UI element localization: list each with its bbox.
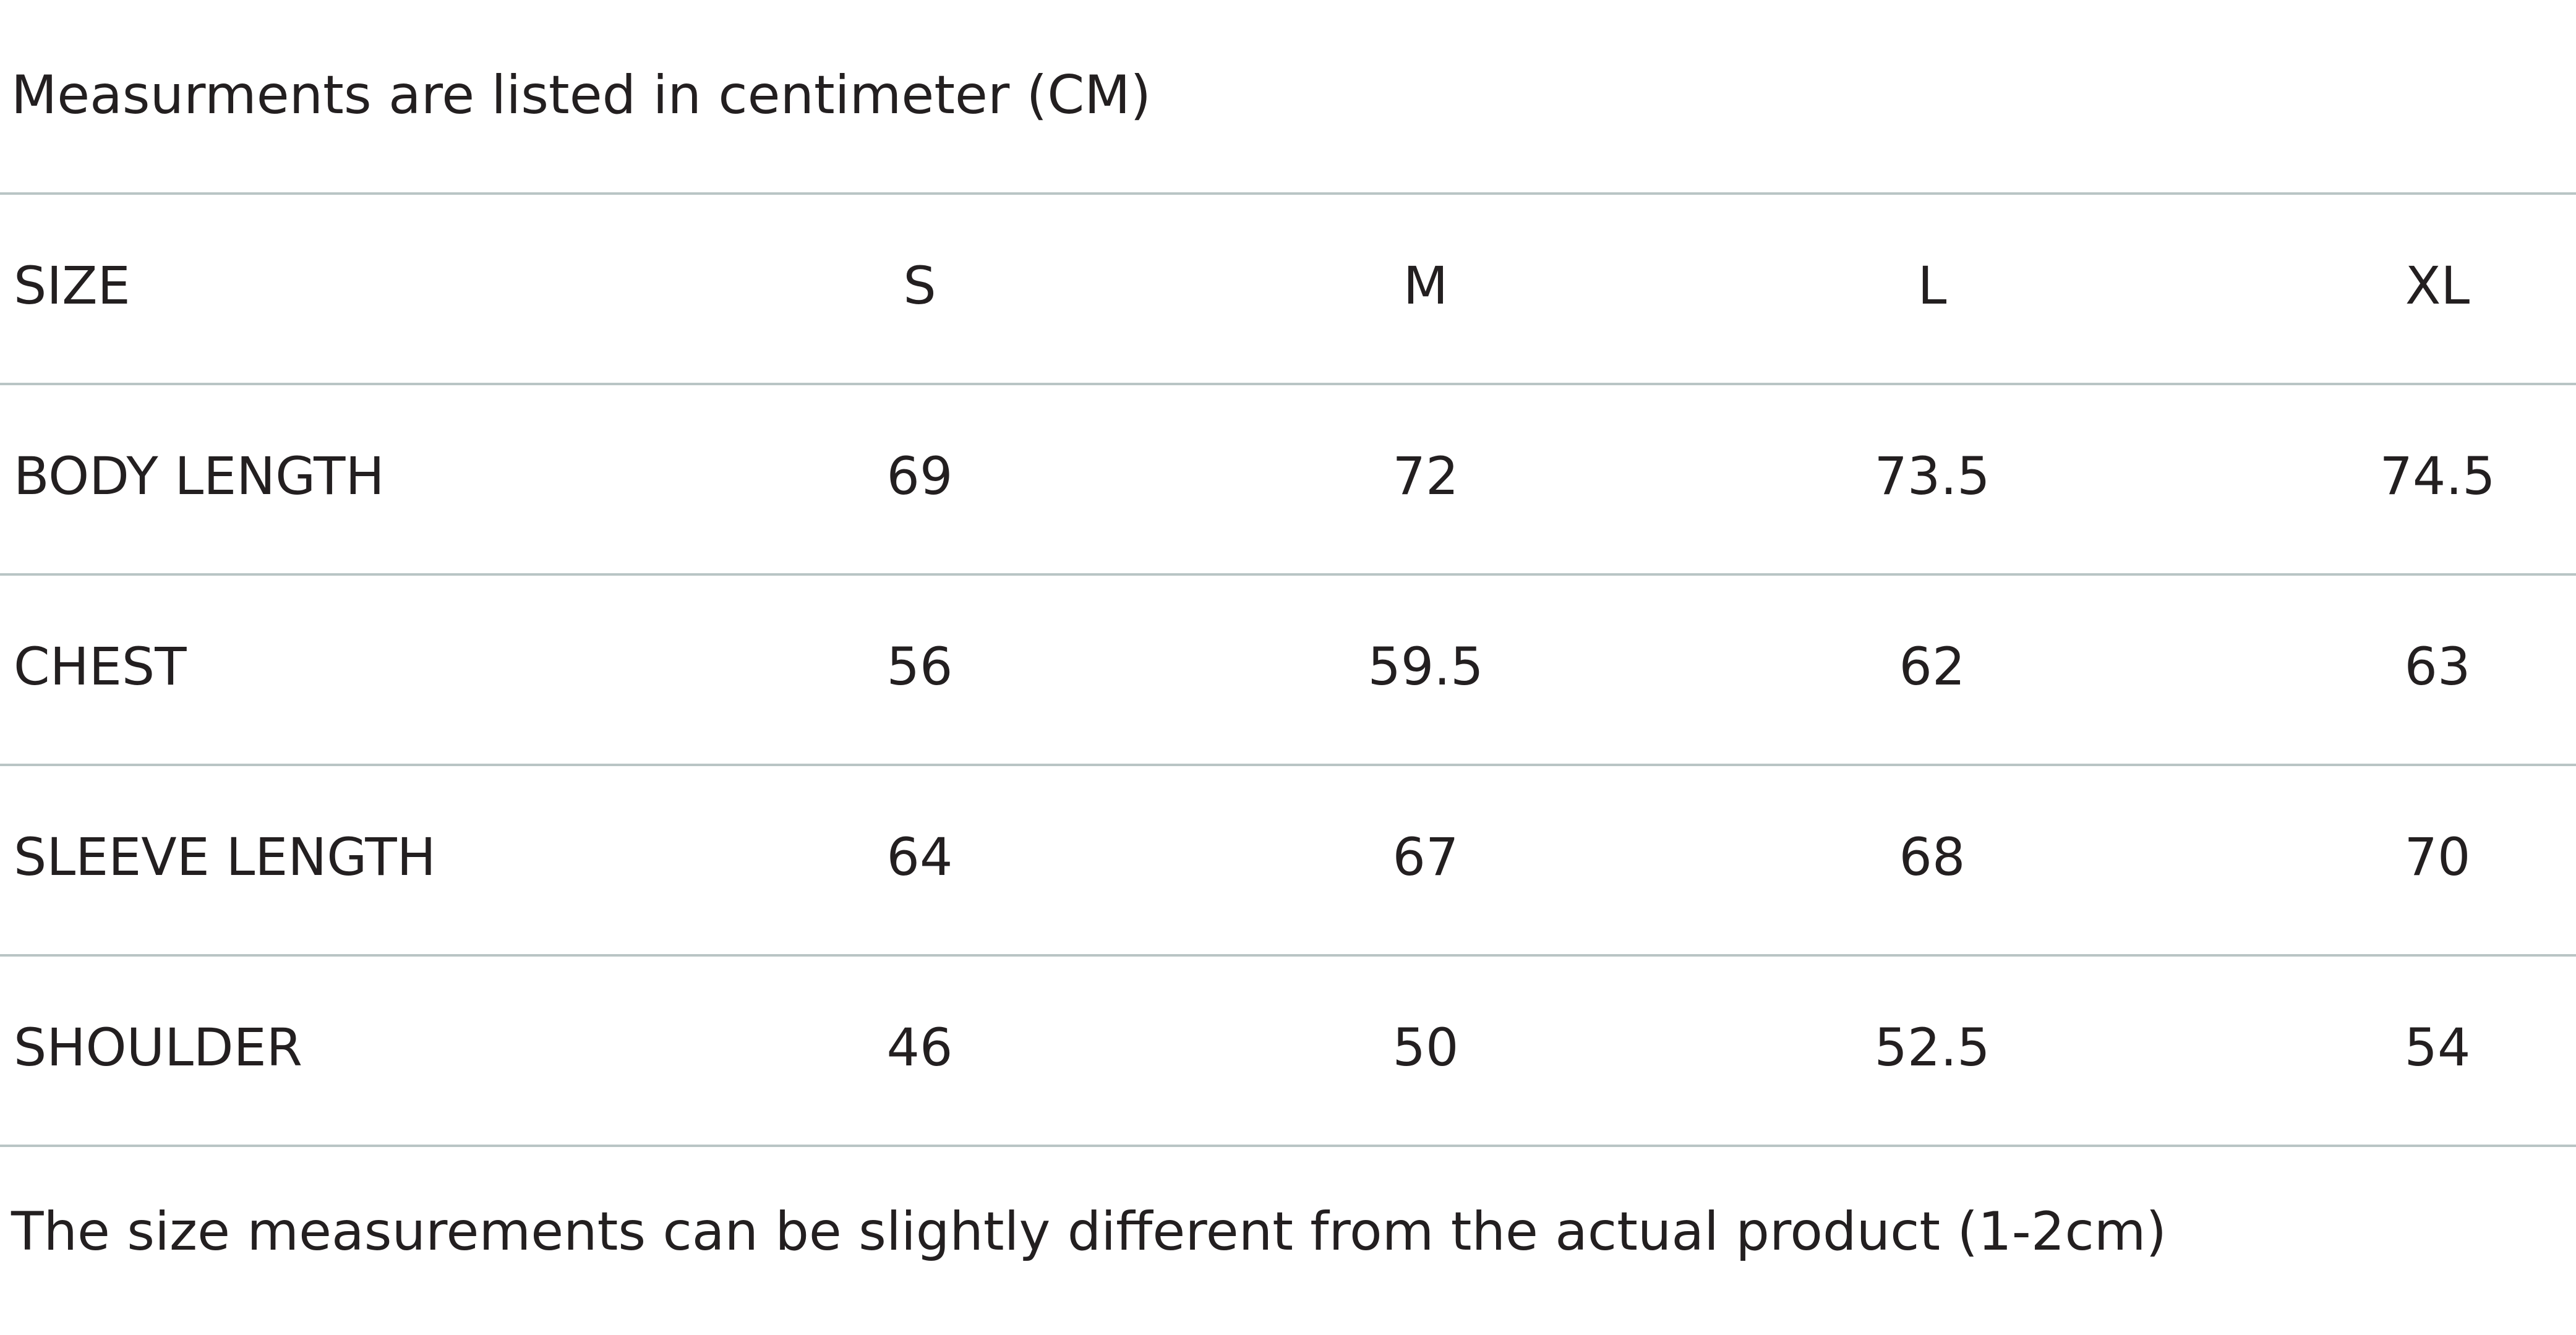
row-divider [0,383,2576,385]
row-label: CHEST [14,636,187,697]
top-note: Measurments are listed in centimeter (CM… [11,64,1151,126]
cell-value: 63 [2404,636,2471,697]
row-divider [0,764,2576,766]
cell-value: 73.5 [1874,446,1990,506]
row-label: SLEEVE LENGTH [14,827,436,887]
bottom-note: The size measurements can be slightly di… [11,1201,2167,1263]
row-divider [0,954,2576,957]
header-size: XL [2405,255,2470,316]
row-label: SHOULDER [14,1017,303,1078]
cell-value: 62 [1899,636,1966,697]
cell-value: 54 [2404,1017,2471,1078]
row-label: BODY LENGTH [14,446,385,506]
cell-value: 72 [1392,446,1459,506]
cell-value: 59.5 [1367,636,1484,697]
header-size: L [1917,255,1947,316]
cell-value: 56 [886,636,953,697]
cell-value: 46 [886,1017,953,1078]
cell-value: 67 [1392,827,1459,887]
cell-value: 52.5 [1874,1017,1990,1078]
cell-value: 68 [1899,827,1966,887]
header-size: M [1403,255,1448,316]
row-divider [0,192,2576,195]
cell-value: 74.5 [2379,446,2496,506]
cell-value: 69 [886,446,953,506]
cell-value: 70 [2404,827,2471,887]
header-label: SIZE [14,255,131,316]
row-divider [0,573,2576,576]
cell-value: 64 [886,827,953,887]
header-size: S [903,255,936,316]
cell-value: 50 [1392,1017,1459,1078]
row-divider [0,1145,2576,1147]
